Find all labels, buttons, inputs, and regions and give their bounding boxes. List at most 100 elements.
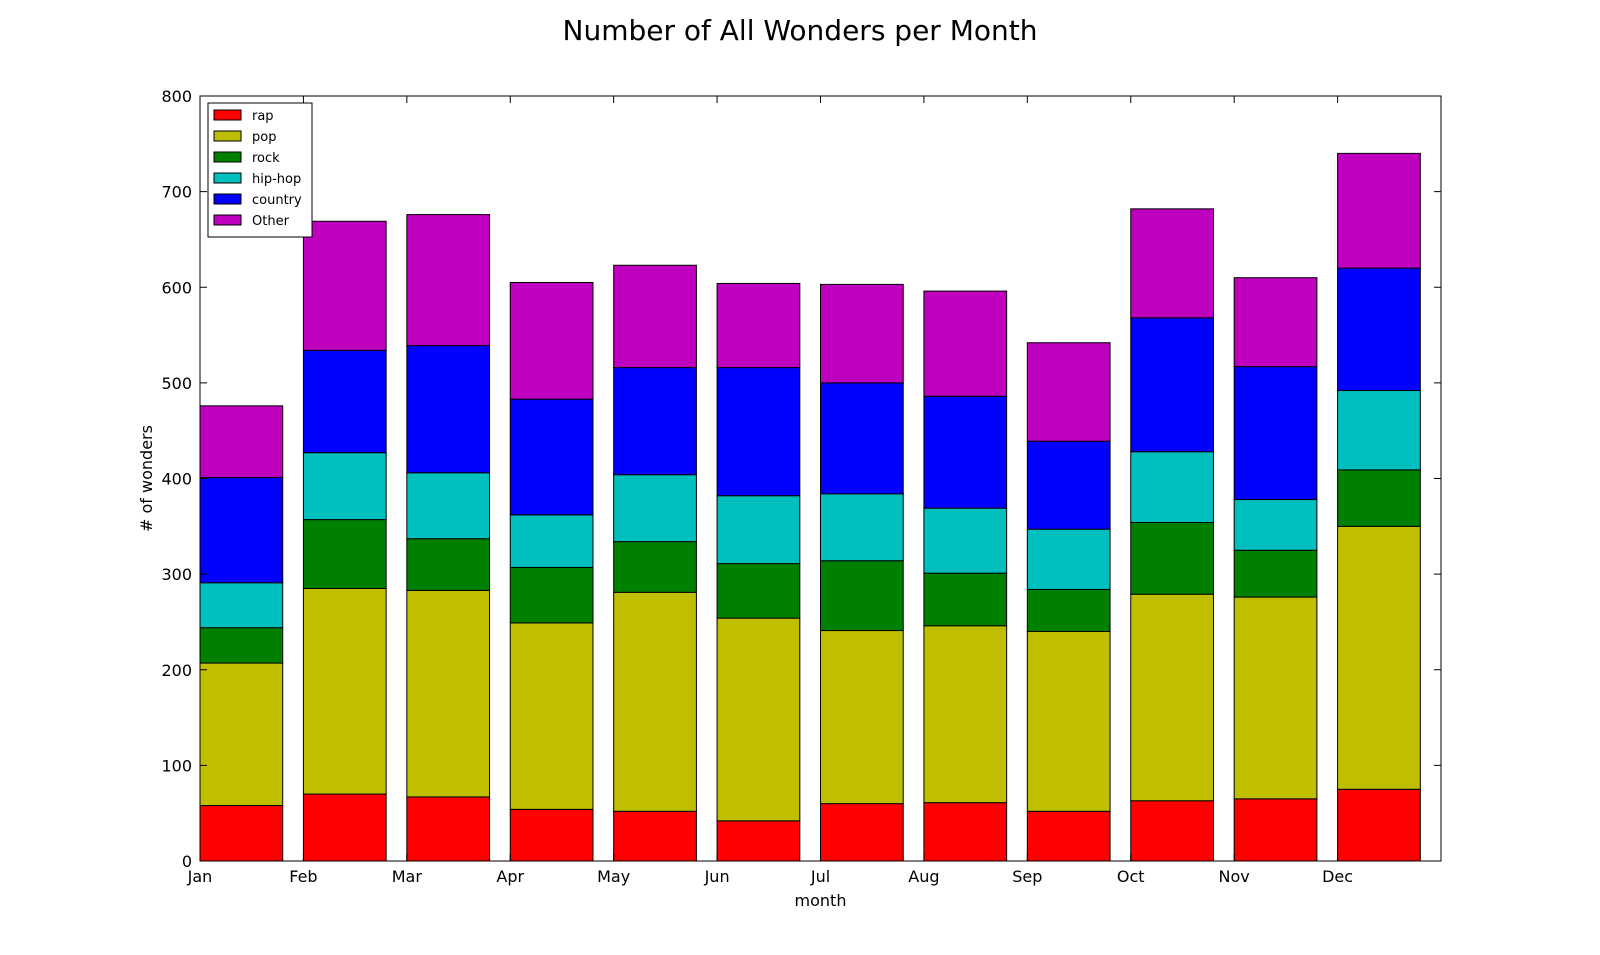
bar-hip-hop-sep <box>1026 528 1111 590</box>
bar-rock-mar <box>406 538 491 591</box>
bar-other-feb <box>302 220 387 351</box>
y-axis-label: # of wonders <box>137 425 156 532</box>
legend-label-rap: rap <box>252 109 274 124</box>
bar-rap-apr <box>509 808 594 862</box>
bar-pop-dec <box>1337 525 1421 790</box>
bar-rap-jul <box>820 803 904 862</box>
bar-rap-nov <box>1233 798 1318 862</box>
bar-rock-nov <box>1233 549 1318 598</box>
x-tick-label-may: May <box>597 867 630 886</box>
bar-rap-dec <box>1337 788 1421 862</box>
legend-swatch-pop <box>213 130 242 142</box>
bar-other-jun <box>716 282 801 369</box>
bar-pop-feb <box>302 587 387 795</box>
y-tick-label: 200 <box>161 661 192 680</box>
bar-country-feb <box>302 349 387 454</box>
bar-rock-oct <box>1130 521 1214 595</box>
legend-swatch-rock <box>213 151 242 163</box>
bar-pop-may <box>613 591 697 812</box>
x-tick-label-jan: Jan <box>187 867 213 886</box>
y-tick-label: 600 <box>161 278 192 297</box>
bar-pop-jun <box>716 617 801 822</box>
x-tick-label-jun: Jun <box>704 867 730 886</box>
bar-other-aug <box>923 290 1008 397</box>
bar-country-dec <box>1337 267 1421 392</box>
bar-hip-hop-apr <box>509 514 594 568</box>
bar-other-mar <box>406 214 491 347</box>
y-tick-label: 0 <box>182 852 192 871</box>
bar-country-jan <box>199 477 284 584</box>
bar-other-jan <box>199 405 284 479</box>
y-tick-label: 800 <box>161 87 192 106</box>
bar-country-oct <box>1130 317 1214 453</box>
y-tick-label: 300 <box>161 565 192 584</box>
bar-country-aug <box>923 395 1008 509</box>
bar-other-may <box>613 264 697 369</box>
bar-rock-jul <box>820 560 904 632</box>
legend-swatch-country <box>213 193 242 205</box>
bar-country-apr <box>509 398 594 516</box>
y-tick-label: 700 <box>161 183 192 202</box>
x-tick-label-jul: Jul <box>810 867 830 886</box>
bar-rap-sep <box>1026 810 1111 862</box>
bar-hip-hop-jun <box>716 495 801 565</box>
bar-country-mar <box>406 345 491 474</box>
bar-country-jul <box>820 382 904 495</box>
bar-rap-mar <box>406 796 491 862</box>
bar-rock-jan <box>199 627 284 664</box>
bar-pop-apr <box>509 622 594 810</box>
bar-rap-jun <box>716 820 801 862</box>
bar-pop-jul <box>820 630 904 805</box>
bar-rock-dec <box>1337 469 1421 527</box>
x-tick-label-feb: Feb <box>289 867 317 886</box>
bar-country-sep <box>1026 440 1111 530</box>
legend-label-pop: pop <box>252 130 276 145</box>
chart-title: Number of All Wonders per Month <box>562 14 1038 47</box>
bar-country-may <box>613 367 697 476</box>
bars-layer <box>199 152 1421 862</box>
bar-hip-hop-may <box>613 474 697 543</box>
bar-other-apr <box>509 281 594 400</box>
bar-hip-hop-feb <box>302 452 387 521</box>
x-tick-label-nov: Nov <box>1219 867 1250 886</box>
bar-other-jul <box>820 283 904 384</box>
bar-rock-may <box>613 541 697 593</box>
bar-rock-apr <box>509 566 594 624</box>
legend-swatch-rap <box>213 109 242 121</box>
bar-rap-aug <box>923 802 1008 862</box>
bar-pop-mar <box>406 589 491 798</box>
x-tick-label-aug: Aug <box>908 867 939 886</box>
x-tick-label-apr: Apr <box>496 867 524 886</box>
x-axis-label: month <box>795 891 847 910</box>
y-tick-label: 400 <box>161 470 192 489</box>
bar-hip-hop-dec <box>1337 390 1421 471</box>
bar-pop-oct <box>1130 593 1214 802</box>
bar-rap-feb <box>302 793 387 862</box>
bar-hip-hop-jul <box>820 493 904 562</box>
bar-rock-sep <box>1026 588 1111 632</box>
bar-rock-aug <box>923 572 1008 627</box>
bar-rap-jan <box>199 805 284 862</box>
legend: rap pop rock hip-hop country Other <box>207 102 313 238</box>
bar-rap-oct <box>1130 800 1214 862</box>
bar-hip-hop-jan <box>199 582 284 629</box>
bar-other-nov <box>1233 277 1318 368</box>
bar-rap-may <box>613 810 697 862</box>
x-tick-label-sep: Sep <box>1012 867 1042 886</box>
bar-other-sep <box>1026 342 1111 442</box>
bar-rock-feb <box>302 519 387 589</box>
y-tick-label: 100 <box>161 756 192 775</box>
legend-label-other: Other <box>252 214 290 229</box>
bar-pop-sep <box>1026 631 1111 812</box>
legend-label-hip-hop: hip-hop <box>252 172 301 187</box>
bar-pop-jan <box>199 662 284 807</box>
bar-hip-hop-oct <box>1130 451 1214 523</box>
legend-label-rock: rock <box>252 151 280 166</box>
bar-hip-hop-nov <box>1233 499 1318 551</box>
legend-swatch-hip-hop <box>213 172 242 184</box>
legend-label-country: country <box>252 193 302 208</box>
bar-other-oct <box>1130 208 1214 319</box>
bar-pop-nov <box>1233 596 1318 800</box>
legend-swatch-other <box>213 214 242 226</box>
